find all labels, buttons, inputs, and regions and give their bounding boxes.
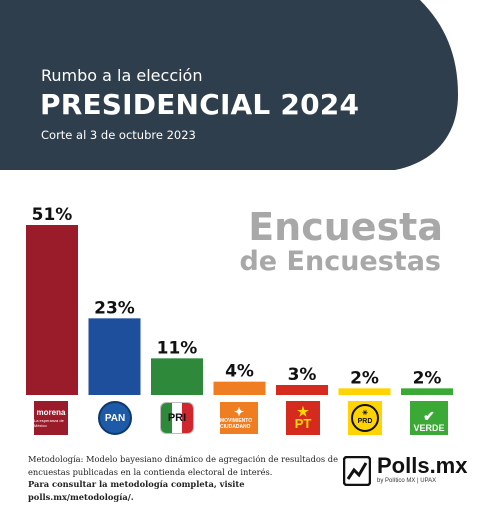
brand-name: Polls.mx	[377, 453, 468, 478]
header-title: PRESIDENCIAL 2024	[40, 88, 360, 121]
value-label-prd: 2%	[350, 368, 379, 388]
star-icon: ★	[297, 404, 309, 419]
bar-movimiento-ciudadano	[213, 381, 266, 395]
verde-logo: ✔ VERDE	[399, 398, 459, 438]
pri-logo-text: PRI	[167, 412, 187, 424]
prd-logo-text: PRD	[357, 418, 373, 425]
prd-logo: ☀ PRD	[335, 398, 395, 438]
pt-logo: ★ PT	[273, 398, 333, 438]
value-label-pri: 11%	[157, 338, 198, 358]
bar-pan	[88, 318, 141, 395]
mc-logo-text: MOVIMIENTO CIUDADANO	[220, 418, 253, 430]
value-label-morena: 51%	[32, 205, 73, 225]
bar-pri	[151, 358, 203, 395]
bar-chart: 51% 23% 11% 4% 3% 2% 2%	[26, 205, 453, 395]
headline-de-encuestas: de Encuestas	[239, 246, 441, 277]
pan-logo-text: PAN	[104, 412, 126, 424]
bar-verde	[401, 388, 453, 395]
methodology-link-text: Para consultar la metodología completa, …	[28, 479, 245, 502]
toucan-icon: ✔	[423, 408, 435, 424]
header-background	[0, 0, 458, 170]
eagle-icon: ✦	[233, 405, 245, 419]
pri-logo: PRI	[147, 398, 207, 438]
value-label-pan: 23%	[94, 298, 135, 318]
headline-encuesta: Encuesta	[248, 205, 443, 249]
polls-chart-icon	[343, 456, 371, 486]
bar-prd	[338, 388, 391, 395]
header-subtitle: Rumbo a la elección	[41, 66, 203, 85]
morena-logo: morena La esperanza de México	[21, 398, 81, 438]
methodology-text: Metodología: Modelo bayesiano dinámico d…	[28, 454, 338, 477]
bar-pt	[276, 385, 328, 395]
pan-logo: PAN	[85, 398, 145, 438]
movimiento-ciudadano-logo: ✦ MOVIMIENTO CIUDADANO	[209, 398, 269, 438]
pt-logo-text: PT	[294, 416, 312, 431]
bar-morena	[26, 225, 78, 395]
brand-byline: by Político MX | UPAX	[377, 478, 437, 484]
verde-logo-text: VERDE	[413, 423, 445, 433]
morena-logo-tagline: La esperanza de México	[34, 418, 64, 428]
header-date: Corte al 3 de octubre 2023	[41, 128, 196, 142]
value-label-pt: 3%	[288, 365, 317, 385]
header-banner: Rumbo a la elección PRESIDENCIAL 2024 Co…	[0, 0, 481, 170]
value-label-verde: 2%	[413, 368, 442, 388]
sun-icon: ☀	[361, 410, 369, 417]
value-label-movimiento-ciudadano: 4%	[225, 362, 254, 382]
morena-logo-text: morena	[36, 408, 66, 417]
methodology-note: Metodología: Modelo bayesiano dinámico d…	[28, 453, 348, 503]
